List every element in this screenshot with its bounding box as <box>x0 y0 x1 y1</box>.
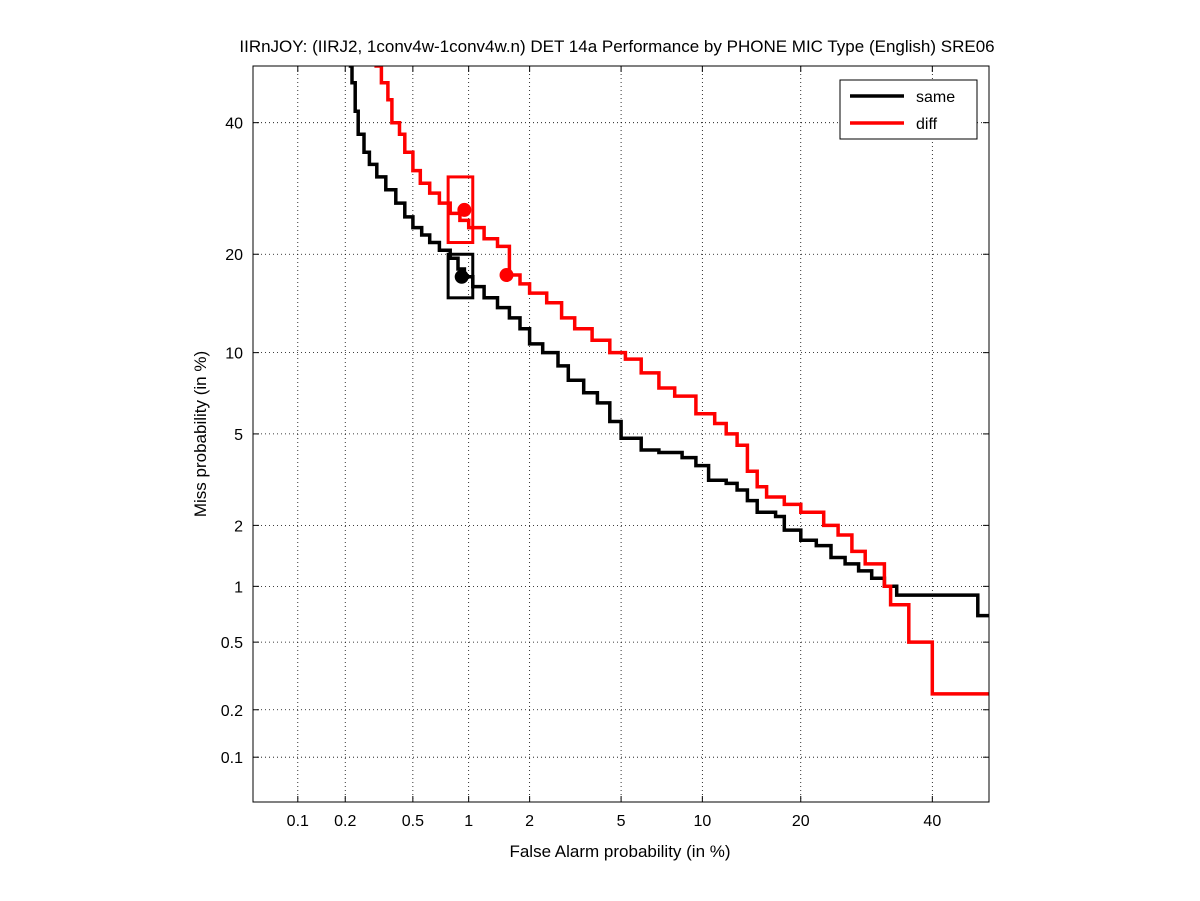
y-tick-label: 40 <box>225 116 243 133</box>
legend-label-diff: diff <box>916 116 938 133</box>
plot-frame <box>252 65 990 803</box>
y-tick-label: 20 <box>225 247 243 264</box>
x-tick-label: 0.1 <box>287 813 309 830</box>
legend: same diff <box>839 79 978 140</box>
y-tick-label: 1 <box>234 579 243 596</box>
series-lines <box>348 66 989 696</box>
x-tick-label: 0.5 <box>402 813 424 830</box>
x-axis-label: False Alarm probability (in %) <box>509 842 730 861</box>
legend-label-same: same <box>916 89 955 106</box>
x-tick-label: 5 <box>617 813 626 830</box>
confidence-box-diff <box>446 175 475 245</box>
x-tick-label: 1 <box>464 813 473 830</box>
operating-point-markers <box>454 202 514 284</box>
series-line-diff <box>374 66 989 696</box>
series-line-same <box>348 66 989 618</box>
x-tick-label: 20 <box>792 813 810 830</box>
x-tick-label: 40 <box>923 813 941 830</box>
y-tick-label: 0.2 <box>221 703 243 720</box>
y-tick-label: 0.1 <box>221 750 243 767</box>
operating-point-same <box>454 269 469 284</box>
x-tick-label: 2 <box>525 813 534 830</box>
y-tick-label: 2 <box>234 518 243 535</box>
y-tick-labels: 0.1 0.2 0.5 1 2 5 10 20 40 <box>221 116 243 768</box>
x-tick-label: 10 <box>693 813 711 830</box>
x-tick-labels: 0.1 0.2 0.5 1 2 5 10 20 40 <box>287 813 942 830</box>
x-tick-label: 0.2 <box>334 813 356 830</box>
operating-point-diff <box>457 202 472 217</box>
y-tick-label: 0.5 <box>221 635 243 652</box>
y-axis-label: Miss probability (in %) <box>191 351 210 517</box>
legend-box <box>839 79 978 140</box>
chart-title: IIRnJOY: (IIRJ2, 1conv4w-1conv4w.n) DET … <box>239 37 994 56</box>
y-tick-label: 10 <box>225 346 243 363</box>
y-tick-label: 5 <box>234 427 243 444</box>
operating-point-diff <box>499 268 514 283</box>
